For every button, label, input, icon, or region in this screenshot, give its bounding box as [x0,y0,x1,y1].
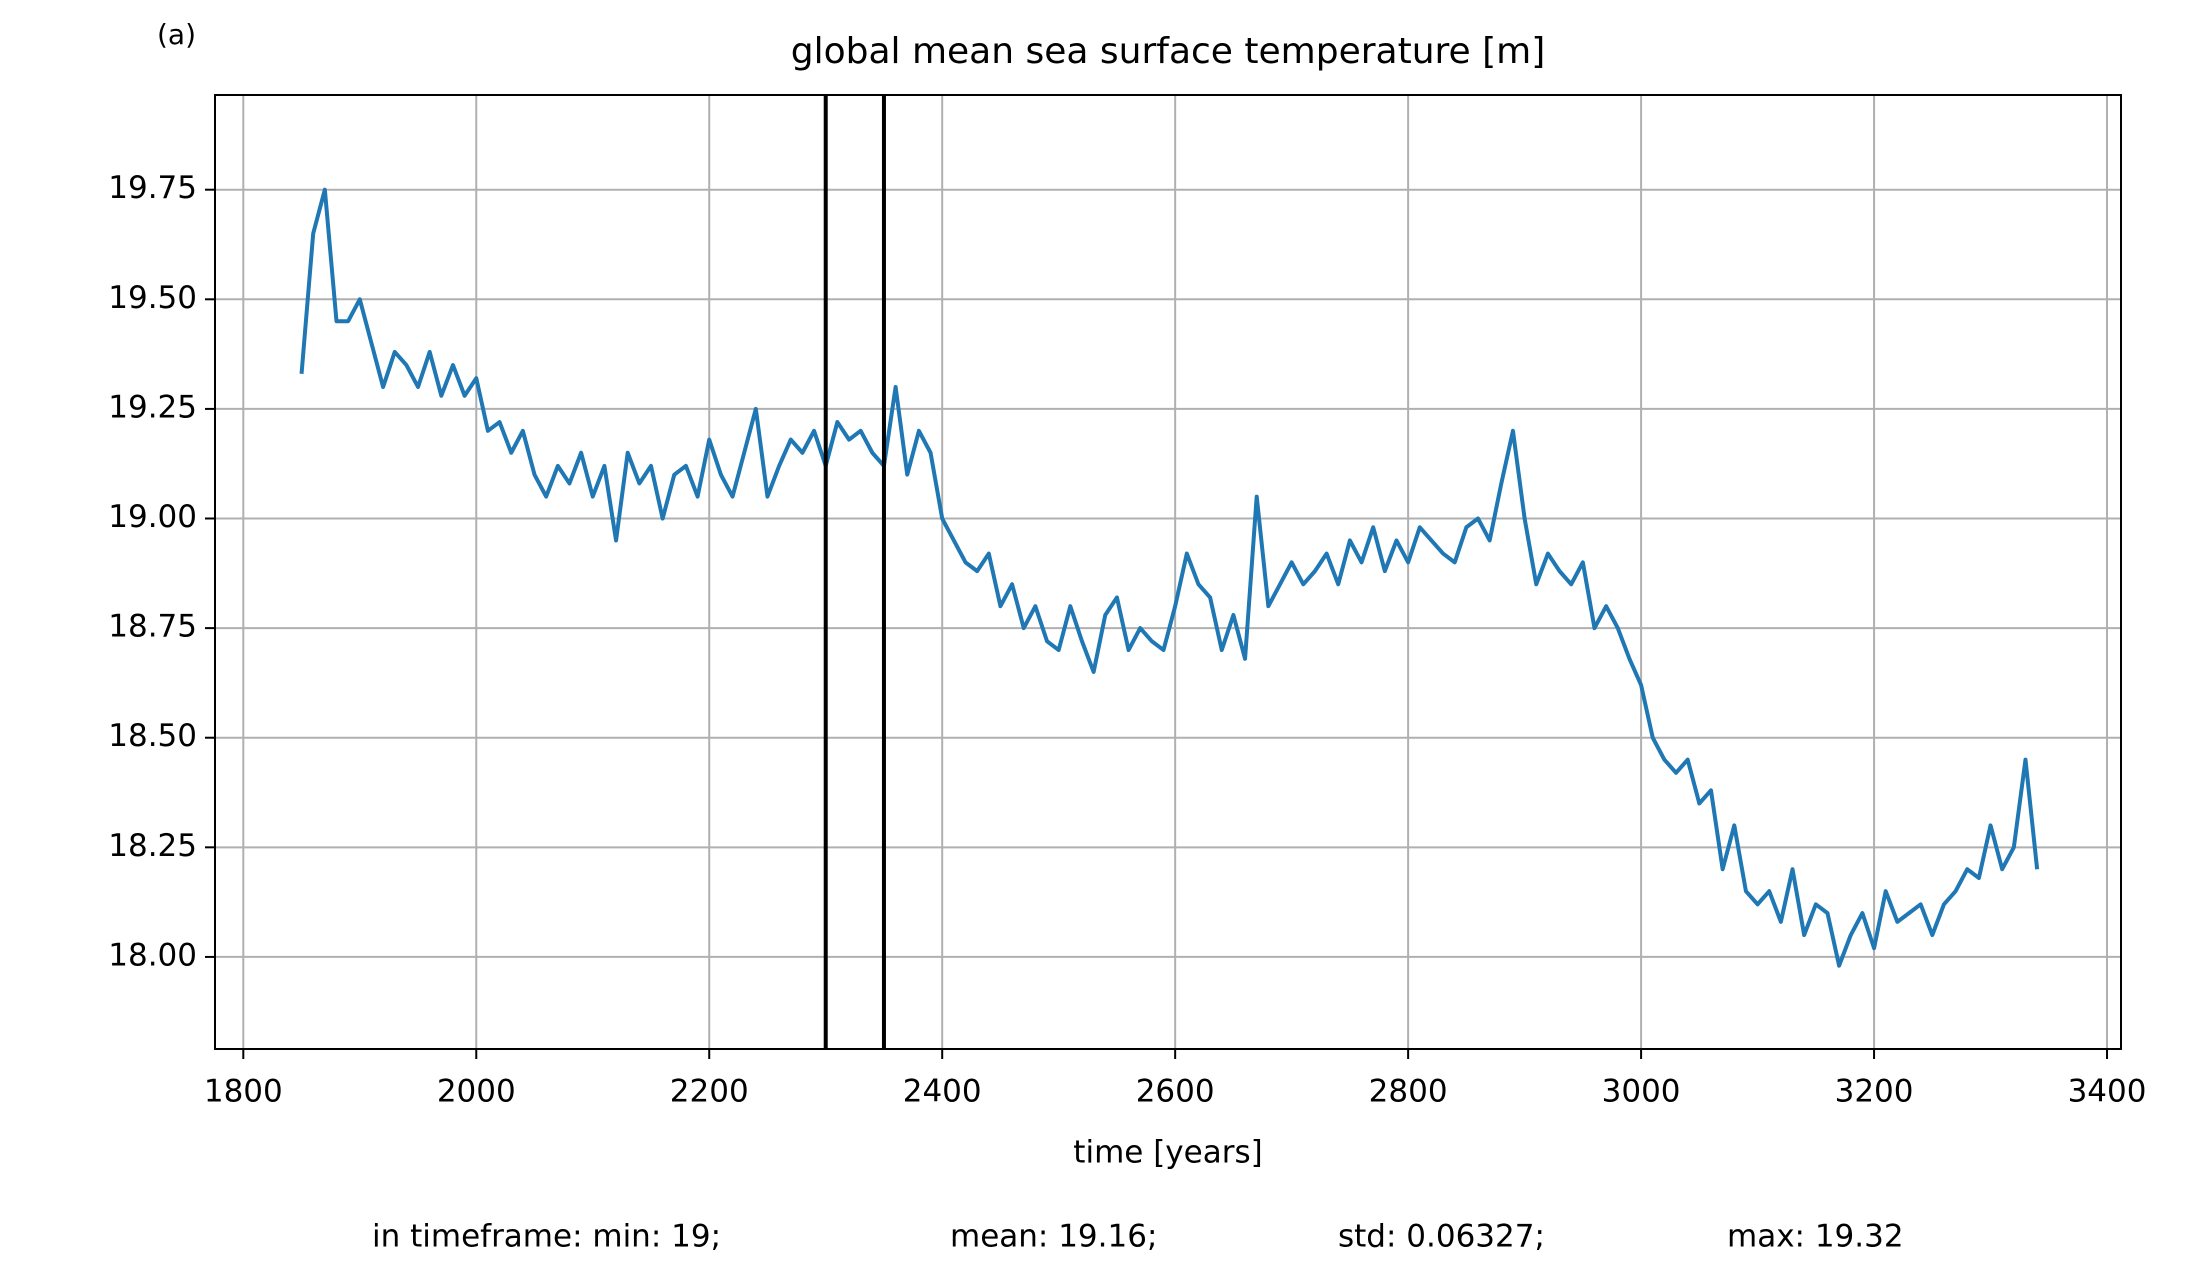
y-tick-label: 19.00 [108,499,197,535]
x-tick-label: 2800 [1369,1074,1448,1110]
x-tick-label: 3400 [2068,1074,2147,1110]
footer-stat: mean: 19.16; [950,1219,1157,1255]
chart-title: global mean sea surface temperature [m] [791,31,1546,72]
x-axis-label: time [years] [1073,1135,1262,1171]
x-tick-label: 1800 [204,1074,283,1110]
x-tick-label: 3000 [1602,1074,1681,1110]
y-tick-label: 18.25 [108,828,197,864]
footer-stat: in timeframe: min: 19; [372,1219,721,1255]
y-tick-label: 18.00 [108,937,197,973]
footer-stat: max: 19.32 [1727,1219,1904,1255]
x-tick-label: 2200 [670,1074,749,1110]
x-tick-label: 3200 [1835,1074,1914,1110]
plot-frame [214,94,2122,1050]
y-tick-label: 19.75 [108,170,197,206]
x-tick-label: 2600 [1136,1074,1215,1110]
y-tick-label: 19.50 [108,280,197,316]
x-tick-label: 2400 [903,1074,982,1110]
y-tick-label: 19.25 [108,389,197,425]
data-line [299,187,2040,968]
y-tick-label: 18.75 [108,609,197,645]
footer-stat: std: 0.06327; [1338,1219,1545,1255]
y-tick-label: 18.50 [108,718,197,754]
panel-label: (a) [157,18,196,51]
x-tick-label: 2000 [437,1074,516,1110]
